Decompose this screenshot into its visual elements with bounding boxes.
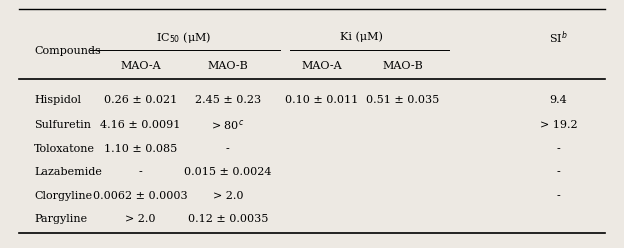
Text: MAO-A: MAO-A: [120, 61, 161, 71]
Text: Hispidol: Hispidol: [34, 95, 81, 105]
Text: -: -: [557, 191, 560, 201]
Text: MAO-B: MAO-B: [382, 61, 423, 71]
Text: -: -: [557, 144, 560, 154]
Text: > 80$^{c}$: > 80$^{c}$: [211, 118, 245, 132]
Text: Compounds: Compounds: [34, 46, 101, 56]
Text: 0.0062 ± 0.0003: 0.0062 ± 0.0003: [93, 191, 188, 201]
Text: IC$_{50}$ (μM): IC$_{50}$ (μM): [157, 30, 212, 45]
Text: Ki (μM): Ki (μM): [341, 32, 383, 42]
Text: Toloxatone: Toloxatone: [34, 144, 95, 154]
Text: > 2.0: > 2.0: [125, 215, 155, 224]
Text: 1.10 ± 0.085: 1.10 ± 0.085: [104, 144, 177, 154]
Text: > 2.0: > 2.0: [213, 191, 243, 201]
Text: MAO-B: MAO-B: [207, 61, 248, 71]
Text: 0.26 ± 0.021: 0.26 ± 0.021: [104, 95, 177, 105]
Text: Sulfuretin: Sulfuretin: [34, 120, 91, 130]
Text: 0.51 ± 0.035: 0.51 ± 0.035: [366, 95, 439, 105]
Text: 0.10 ± 0.011: 0.10 ± 0.011: [285, 95, 358, 105]
Text: 0.015 ± 0.0024: 0.015 ± 0.0024: [184, 167, 271, 177]
Text: 2.45 ± 0.23: 2.45 ± 0.23: [195, 95, 261, 105]
Text: -: -: [557, 167, 560, 177]
Text: 9.4: 9.4: [550, 95, 567, 105]
Text: MAO-A: MAO-A: [301, 61, 342, 71]
Text: -: -: [139, 167, 142, 177]
Text: Clorgyline: Clorgyline: [34, 191, 92, 201]
Text: -: -: [226, 144, 230, 154]
Text: Lazabemide: Lazabemide: [34, 167, 102, 177]
Text: Pargyline: Pargyline: [34, 215, 87, 224]
Text: SI$^{b}$: SI$^{b}$: [549, 29, 568, 45]
Text: 4.16 ± 0.0091: 4.16 ± 0.0091: [100, 120, 180, 130]
Text: > 19.2: > 19.2: [540, 120, 577, 130]
Text: 0.12 ± 0.0035: 0.12 ± 0.0035: [188, 215, 268, 224]
